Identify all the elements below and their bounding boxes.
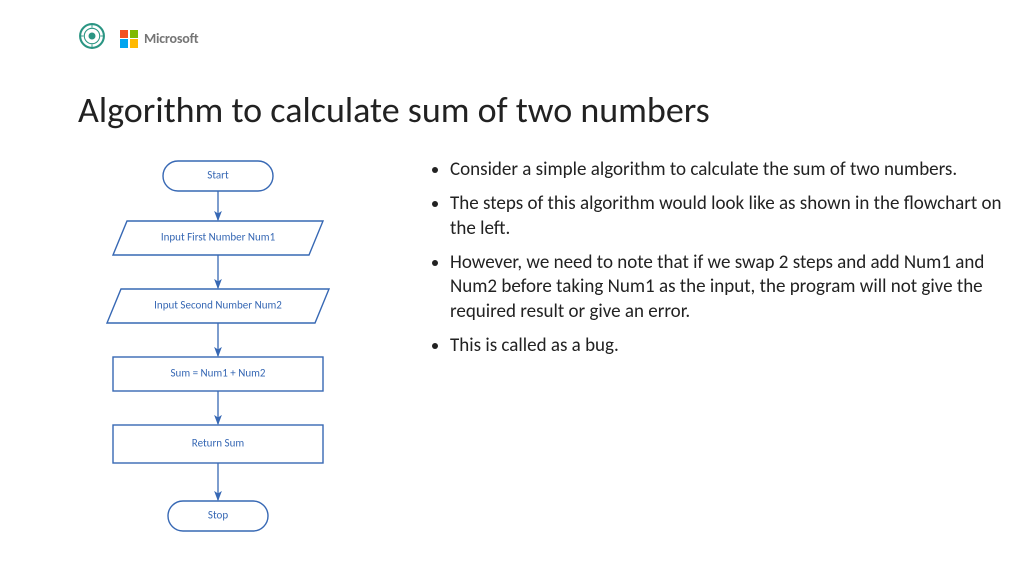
seal-icon — [78, 22, 106, 55]
microsoft-label: Microsoft — [144, 30, 198, 47]
slide: Microsoft Algorithm to calculate sum of … — [0, 0, 1024, 576]
flow-node-label-proc: Sum = Num1 + Num2 — [170, 367, 265, 380]
flow-node-label-in1: Input First Number Num1 — [161, 231, 276, 244]
content-row: Start Input First Number Num1 Input Second… — [78, 150, 1024, 576]
microsoft-logo: Microsoft — [120, 30, 198, 48]
bullet-item: However, we need to note that if we swap… — [450, 251, 1016, 324]
bullet-item: The steps of this algorithm would look l… — [450, 192, 1016, 241]
bullet-list-panel: Consider a simple algorithm to calculate… — [408, 150, 1024, 576]
page-title: Algorithm to calculate sum of two number… — [78, 88, 710, 132]
microsoft-squares-icon — [120, 30, 138, 48]
flow-node-label-stop: Stop — [208, 509, 228, 522]
flowchart-svg: Start Input First Number Num1 Input Second… — [78, 158, 378, 558]
header-logos: Microsoft — [78, 22, 198, 55]
flow-node-label-start: Start — [207, 169, 229, 182]
bullet-list: Consider a simple algorithm to calculate… — [428, 158, 1016, 358]
bullet-item: This is called as a bug. — [450, 334, 1016, 358]
flowchart-panel: Start Input First Number Num1 Input Second… — [78, 150, 408, 576]
bullet-item: Consider a simple algorithm to calculate… — [450, 158, 1016, 182]
flow-node-label-ret: Return Sum — [192, 437, 245, 450]
flow-node-label-in2: Input Second Number Num2 — [154, 299, 282, 312]
